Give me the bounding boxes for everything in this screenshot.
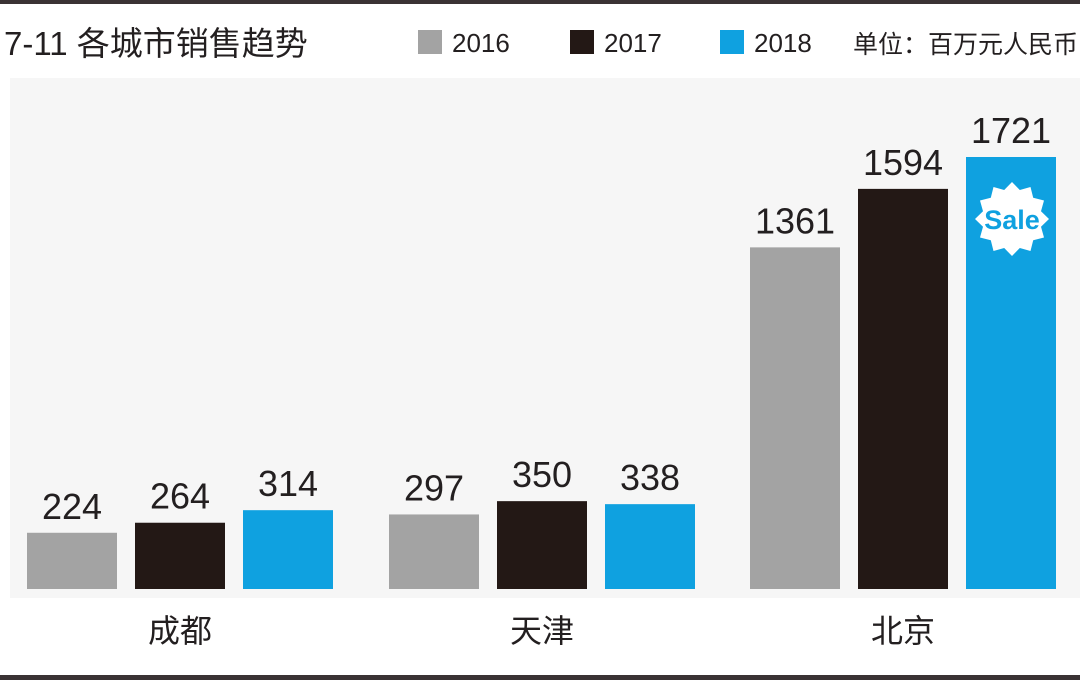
legend-label: 2017	[604, 28, 662, 58]
sale-text: Sale	[984, 205, 1040, 235]
bar-2017-0	[135, 522, 225, 589]
data-label: 1361	[755, 200, 835, 241]
sale-starburst	[975, 182, 1049, 256]
bar-2016-0	[27, 532, 117, 589]
top-border	[0, 0, 1080, 4]
legend: 2016 2017 2018	[418, 28, 812, 58]
bar-2016-2	[750, 247, 840, 589]
category-label: 成都	[148, 613, 212, 649]
bar-2017-2	[858, 188, 948, 589]
data-label: 314	[258, 463, 318, 504]
data-label: 338	[620, 457, 680, 498]
data-labels: 224 264 314 297 350 338 1361 1594 1721	[42, 110, 1051, 527]
legend-swatch-2017	[570, 30, 594, 54]
unit-note: 单位：百万元人民币	[853, 31, 1078, 59]
legend-label: 2018	[754, 28, 812, 58]
data-label: 1594	[863, 142, 943, 183]
data-label: 1721	[971, 110, 1051, 151]
category-label: 天津	[510, 613, 574, 649]
legend-swatch-2016	[418, 30, 442, 54]
bar-2016-1	[389, 514, 479, 589]
chart-title: 7-11 各城市销售趋势	[4, 25, 308, 62]
data-label: 350	[512, 454, 572, 495]
data-label: 224	[42, 486, 102, 527]
data-label: 264	[150, 476, 210, 517]
legend-label: 2016	[452, 28, 510, 58]
bars	[27, 157, 1056, 589]
bottom-border	[0, 675, 1080, 680]
sale-badge-icon: Sale	[975, 182, 1049, 256]
category-label: 北京	[871, 613, 935, 649]
bar-2017-1	[497, 501, 587, 589]
bar-2018-1	[605, 504, 695, 589]
legend-swatch-2018	[720, 30, 744, 54]
category-labels: 成都 天津 北京	[148, 613, 935, 649]
bar-2018-0	[243, 510, 333, 589]
data-label: 297	[404, 467, 464, 508]
